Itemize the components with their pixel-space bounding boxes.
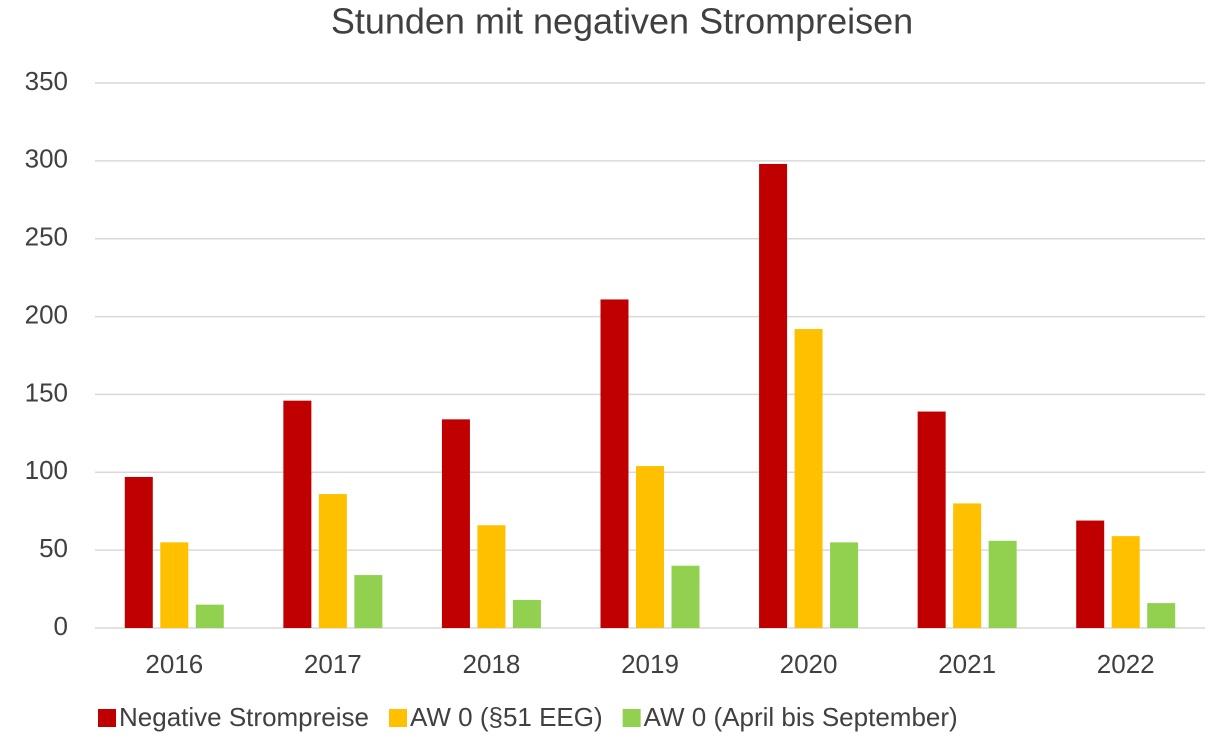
bar bbox=[1111, 536, 1140, 628]
x-tick-label: 2020 bbox=[780, 649, 838, 679]
bar bbox=[917, 411, 946, 628]
x-tick-label: 2022 bbox=[1097, 649, 1155, 679]
legend-swatch bbox=[98, 709, 116, 727]
bar bbox=[354, 575, 383, 628]
y-tick-label: 350 bbox=[25, 66, 68, 96]
bar bbox=[636, 466, 664, 628]
x-tick-label: 2021 bbox=[938, 649, 996, 679]
legend-swatch bbox=[622, 709, 641, 727]
legend-label: AW 0 (April bis September) bbox=[644, 702, 958, 732]
bar bbox=[318, 494, 347, 628]
bar bbox=[830, 542, 859, 628]
y-tick-label: 50 bbox=[39, 533, 68, 563]
bar bbox=[1076, 520, 1105, 628]
x-tick-label: 2017 bbox=[304, 649, 362, 679]
bar bbox=[671, 565, 700, 628]
bar bbox=[512, 599, 541, 628]
y-tick-label: 150 bbox=[25, 377, 68, 407]
bar bbox=[600, 299, 629, 628]
bar bbox=[759, 163, 788, 628]
bar bbox=[794, 329, 823, 628]
bar bbox=[953, 503, 982, 628]
y-tick-label: 200 bbox=[25, 299, 68, 329]
legend-label: Negative Strompreise bbox=[119, 702, 369, 732]
bar bbox=[1147, 603, 1176, 628]
bar bbox=[195, 604, 224, 628]
x-tick-label: 2016 bbox=[145, 649, 203, 679]
y-tick-label: 300 bbox=[25, 144, 68, 174]
bar bbox=[988, 540, 1017, 628]
y-tick-label: 250 bbox=[25, 222, 68, 252]
x-tick-label: 2018 bbox=[463, 649, 521, 679]
bar bbox=[477, 525, 506, 628]
bar bbox=[441, 419, 470, 628]
bar bbox=[283, 400, 312, 628]
legend-label: AW 0 (§51 EEG) bbox=[410, 702, 603, 732]
bar bbox=[160, 542, 189, 628]
legend-swatch bbox=[389, 709, 407, 727]
bar bbox=[124, 476, 153, 628]
x-tick-label: 2019 bbox=[621, 649, 679, 679]
chart-title: Stunden mit negativen Strompreisen bbox=[331, 1, 913, 42]
y-tick-label: 0 bbox=[54, 611, 68, 641]
y-tick-label: 100 bbox=[25, 455, 68, 485]
